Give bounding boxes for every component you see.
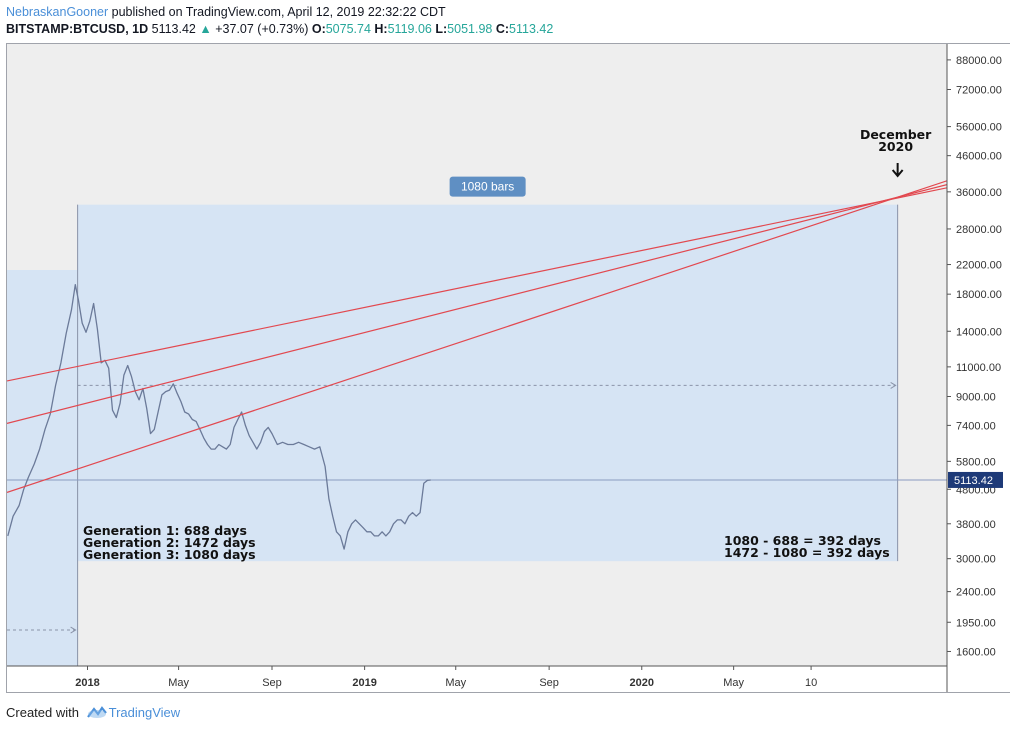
math-annotation-1: 1080 - 688 = 392 days (724, 533, 881, 548)
footer: Created with TradingView (6, 705, 180, 722)
open-label: O: (311, 22, 326, 36)
trend-line-3 (7, 180, 947, 493)
low-label: L: (435, 22, 448, 36)
x-tick-label: May (723, 677, 744, 689)
generation-annotation-1: Generation 1: 688 days (83, 523, 247, 538)
y-tick-label: 88000.00 (956, 55, 1002, 67)
author-link[interactable]: NebraskanGooner (6, 5, 109, 19)
x-tick-label: 2020 (630, 677, 654, 689)
y-tick-label: 2400.00 (956, 587, 996, 599)
y-tick-label: 1600.00 (956, 646, 996, 658)
last-price: 5113.42 (151, 22, 196, 36)
tradingview-link[interactable]: TradingView (108, 705, 181, 720)
y-tick-label: 5800.00 (956, 456, 996, 468)
y-tick-label: 72000.00 (956, 85, 1002, 97)
current-price-tag (948, 471, 1003, 488)
up-arrow-icon: ▲ (199, 22, 212, 36)
symbol-info: BITSTAMP:BTCUSD, 1D 5113.42 ▲ +37.07 (+0… (6, 22, 553, 36)
current-price-tag-label: 5113.42 (954, 475, 993, 487)
target-year-label: 2020 (878, 139, 913, 154)
high-label: H: (374, 22, 388, 36)
y-tick-label: 1950.00 (956, 617, 996, 629)
x-tick-label: May (168, 677, 189, 689)
x-tick-label: Sep (539, 677, 559, 689)
high-value: 5119.06 (387, 22, 432, 36)
x-tick-label: 10 (805, 677, 817, 689)
prior-mid-line-arrow-icon (70, 626, 77, 634)
bars-count-label: 1080 bars (461, 180, 514, 194)
x-tick-label: 2019 (352, 677, 376, 689)
close-label: C: (495, 22, 510, 36)
low-value: 5051.98 (447, 22, 493, 36)
price-axis-background (947, 44, 1010, 692)
trend-line-2 (7, 184, 947, 424)
y-tick-label: 11000.00 (956, 362, 1001, 374)
generation-annotation-2: Generation 2: 1472 days (83, 535, 256, 550)
y-tick-label: 18000.00 (956, 289, 1002, 301)
generation-annotation-3: Generation 3: 1080 days (83, 547, 256, 562)
y-tick-label: 46000.00 (956, 151, 1002, 163)
x-tick-label: 2018 (75, 677, 99, 689)
symbol-name: BITSTAMP:BTCUSD, 1D (6, 22, 149, 36)
y-tick-label: 36000.00 (956, 187, 1002, 199)
date-range-box (77, 204, 898, 562)
mid-line-arrow-icon (890, 382, 897, 389)
created-with-text: Created with (6, 705, 79, 720)
y-tick-label: 9000.00 (956, 391, 996, 403)
y-tick-label: 28000.00 (956, 224, 1002, 236)
x-tick-label: Sep (262, 677, 282, 689)
target-month-label: December (860, 127, 932, 142)
bars-count-badge (449, 176, 526, 197)
y-tick-label: 56000.00 (956, 122, 1002, 134)
published-text: published on TradingView.com, April 12, … (111, 5, 446, 19)
y-tick-label: 7400.00 (956, 420, 996, 432)
publish-info: NebraskanGooner published on TradingView… (6, 5, 446, 19)
tradingview-logo-icon (86, 705, 107, 722)
open-value: 5075.74 (325, 22, 371, 36)
y-tick-label: 14000.00 (956, 326, 1002, 338)
y-tick-label: 3800.00 (956, 519, 996, 531)
x-tick-label: May (445, 677, 466, 689)
trend-line-1 (7, 187, 947, 382)
close-value: 5113.42 (509, 22, 554, 36)
y-tick-label: 3000.00 (956, 554, 996, 566)
price-series-line (7, 283, 431, 550)
price-change: +37.07 (+0.73%) (215, 22, 309, 36)
down-arrow-icon (891, 163, 904, 178)
time-axis-background (7, 666, 947, 692)
y-tick-label: 22000.00 (956, 260, 1002, 272)
math-annotation-2: 1472 - 1080 = 392 days (724, 545, 890, 560)
